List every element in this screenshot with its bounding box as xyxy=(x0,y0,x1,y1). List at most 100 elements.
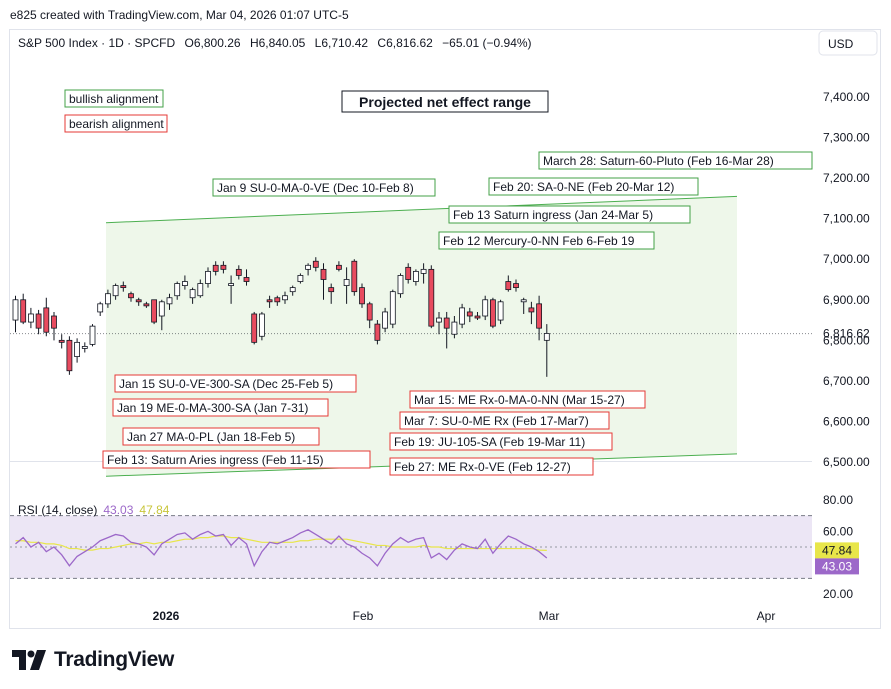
candle-up xyxy=(166,297,173,305)
candle-down xyxy=(20,299,27,323)
candlestick-series xyxy=(12,257,550,377)
tradingview-logo[interactable]: TradingView xyxy=(12,648,174,672)
channel-upper-line xyxy=(105,195,738,224)
annotation-title: Projected net effect range xyxy=(359,94,531,110)
candle-up xyxy=(205,270,211,284)
candle-down xyxy=(35,313,42,329)
bearish-box xyxy=(102,450,371,469)
candle-down xyxy=(328,287,335,293)
candle-down xyxy=(43,307,50,333)
rsi-level-label: 60.00 xyxy=(823,524,853,538)
rsi-legend-value: 43.03 xyxy=(103,503,133,517)
rsi-value-badge xyxy=(815,558,859,575)
bearish-key-box xyxy=(64,114,168,133)
price-tick-label: 6,900.00 xyxy=(823,293,870,307)
candle-up xyxy=(97,303,104,313)
bullish-label: Jan 9 SU-0-MA-0-VE (Dec 10-Feb 8) xyxy=(217,181,414,195)
candle-down xyxy=(405,266,412,280)
bearish-box xyxy=(389,432,613,451)
candle-down xyxy=(151,299,158,323)
currency-label: USD xyxy=(828,37,854,51)
candle-down xyxy=(135,299,142,303)
candle-up xyxy=(81,346,88,349)
bearish-box xyxy=(122,427,320,446)
bearish-label: Jan 27 MA-0-PL (Jan 18-Feb 5) xyxy=(127,430,295,444)
candle-down xyxy=(366,303,373,321)
price-tick-label: 6,700.00 xyxy=(823,374,870,388)
legend-close: 6,816.62 xyxy=(386,36,433,50)
candle-up xyxy=(228,283,235,286)
time-tick-label: Apr xyxy=(757,609,776,623)
legend-low-label: L xyxy=(315,36,322,50)
candle-down xyxy=(58,339,65,343)
bearish-box xyxy=(409,390,646,409)
candle-down xyxy=(128,293,134,299)
candle-down xyxy=(243,277,250,282)
candle-up xyxy=(343,279,350,286)
rsi-value-badge-label: 43.03 xyxy=(822,559,852,573)
candle-up xyxy=(27,313,34,323)
candle-down xyxy=(220,264,227,270)
candle-down xyxy=(536,303,542,329)
tradingview-logo-icon xyxy=(12,650,46,670)
tradingview-logo-text: TradingView xyxy=(54,648,175,671)
candle-down xyxy=(66,339,73,372)
legend-change: −65.01 (−0.94%) xyxy=(442,36,531,50)
bullish-key-label: bullish alignment xyxy=(69,92,159,106)
rsi-line xyxy=(15,529,548,568)
bearish-label: Jan 19 ME-0-MA-300-SA (Jan 7-31) xyxy=(117,401,308,415)
rsi-ma-badge xyxy=(815,542,859,559)
candle-up xyxy=(282,295,288,301)
bullish-box xyxy=(448,205,691,224)
bullish-label: Feb 13 Saturn ingress (Jan 24-Mar 5) xyxy=(453,208,653,222)
candle-down xyxy=(120,285,127,289)
candle-up xyxy=(420,268,427,274)
price-tick-label: 7,100.00 xyxy=(823,212,870,226)
legend-close-label: C xyxy=(377,36,386,50)
candle-up xyxy=(112,285,119,297)
bullish-box xyxy=(488,177,699,196)
bearish-box xyxy=(112,398,329,417)
rsi-ma-badge-label: 47.84 xyxy=(822,543,852,557)
bullish-box xyxy=(538,151,813,170)
candle-up xyxy=(436,317,442,323)
bearish-box xyxy=(389,457,594,476)
candle-up xyxy=(189,289,196,299)
time-axis: 2026 Feb Mar Apr xyxy=(153,609,776,623)
price-axis: 7,400.00 7,300.00 7,200.00 7,100.00 7,000.00… xyxy=(10,90,870,469)
price-tick-label: 7,400.00 xyxy=(823,90,870,104)
annotation-title-box xyxy=(341,90,549,113)
candle-up xyxy=(105,293,111,305)
candle-up xyxy=(74,341,80,357)
candle-up xyxy=(305,264,312,270)
candle-up xyxy=(459,307,466,325)
candle-up xyxy=(412,270,419,282)
last-price-label: 6,816.62 xyxy=(823,327,870,341)
bullish-label: Feb 20: SA-0-NE (Feb 20-Mar 12) xyxy=(493,180,674,194)
bullish-key-box xyxy=(64,89,164,108)
candle-up xyxy=(258,313,265,337)
rsi-legend-ma: 47.84 xyxy=(139,503,169,517)
candle-down xyxy=(489,299,496,327)
rsi-level-label: 80.00 xyxy=(823,493,853,507)
candle-down xyxy=(51,315,57,329)
bearish-label: Feb 27: ME Rx-0-VE (Feb 12-27) xyxy=(394,460,571,474)
candle-down xyxy=(212,264,219,272)
bullish-label: March 28: Saturn-60-Pluto (Feb 16-Mar 28… xyxy=(543,154,774,168)
candle-down xyxy=(505,281,512,291)
candle-down xyxy=(274,297,281,303)
candle-up xyxy=(89,325,96,345)
candle-down xyxy=(320,268,327,280)
candle-down xyxy=(466,311,473,317)
candle-up xyxy=(12,299,19,321)
price-tick-label: 7,300.00 xyxy=(823,131,870,145)
candle-up xyxy=(197,283,204,297)
astro-annotations: March 28: Saturn-60-Pluto (Feb 16-Mar 28… xyxy=(102,151,813,476)
candle-up xyxy=(497,301,504,321)
legend-high-label: H xyxy=(250,36,259,50)
candle-up xyxy=(158,301,165,317)
currency-button[interactable]: USD xyxy=(818,30,878,56)
rsi-level-label: 20.00 xyxy=(823,587,853,601)
